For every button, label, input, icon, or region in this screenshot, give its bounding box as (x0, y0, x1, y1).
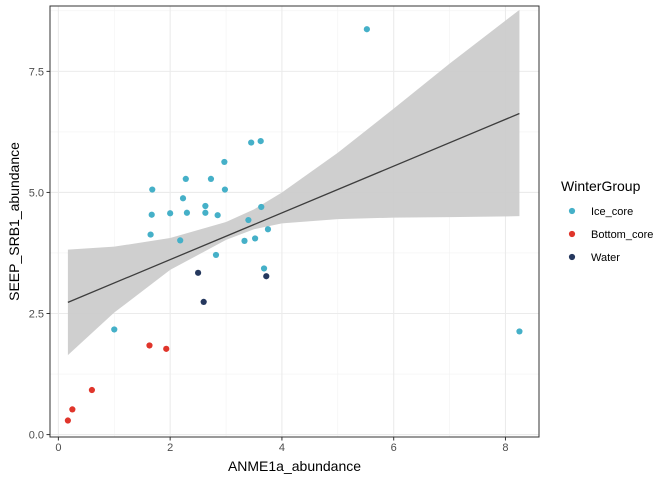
point-ice-core (363, 26, 370, 33)
point-ice-core (147, 231, 154, 238)
point-bottom-core (146, 342, 153, 349)
y-tick-label: 0.0 (29, 430, 44, 442)
x-tick-label: 2 (167, 442, 173, 454)
legend-key-ice-core (568, 207, 576, 215)
x-tick-label: 4 (279, 442, 285, 454)
x-tick-label: 6 (391, 442, 397, 454)
point-bottom-core (64, 417, 71, 424)
confidence-band (67, 9, 520, 356)
point-ice-core (221, 186, 229, 193)
point-ice-core (260, 265, 268, 272)
panel-border (49, 5, 540, 438)
point-bottom-core (88, 386, 96, 394)
point-ice-core (248, 139, 255, 146)
data-points (64, 26, 523, 424)
legend-title: WinterGroup (561, 178, 641, 194)
point-ice-core (221, 158, 228, 166)
legend-label-water: Water (591, 252, 620, 264)
point-water (263, 273, 270, 280)
point-ice-core (207, 175, 215, 182)
legend-key-bottom-core (568, 230, 576, 238)
point-ice-core (258, 203, 265, 211)
legend-label-ice-core: Ice_core (591, 206, 633, 218)
point-ice-core (252, 235, 259, 242)
y-axis-ticks: 0.0 2.5 5.0 7.5 (29, 66, 50, 442)
point-water (194, 269, 202, 276)
point-ice-core (179, 195, 187, 202)
point-water (200, 298, 207, 305)
point-ice-core (177, 237, 184, 244)
y-tick-label: 2.5 (29, 309, 44, 321)
point-bottom-core (163, 345, 170, 352)
point-ice-core (183, 209, 191, 216)
point-ice-core (148, 211, 155, 218)
point-ice-core (202, 209, 209, 216)
point-ice-core (182, 175, 189, 182)
legend-label-bottom-core: Bottom_core (591, 229, 653, 241)
point-ice-core (245, 216, 252, 224)
point-ice-core (167, 210, 174, 217)
x-axis-title: ANME1a_abundance (228, 458, 361, 474)
point-ice-core (257, 138, 264, 145)
x-tick-label: 8 (502, 442, 508, 454)
point-ice-core (264, 226, 272, 233)
legend-key-water (568, 253, 576, 261)
fit-line (67, 112, 520, 303)
point-ice-core (214, 212, 221, 219)
y-tick-label: 7.5 (29, 66, 44, 78)
point-ice-core (516, 328, 523, 335)
point-ice-core (149, 186, 156, 193)
x-axis-ticks: 0 2 4 6 8 (55, 437, 509, 454)
point-ice-core (111, 326, 118, 333)
legend: WinterGroup Ice_core Bottom_core Water (561, 178, 653, 264)
regression-line (67, 112, 520, 303)
point-ice-core (212, 251, 220, 259)
confidence-ribbon (67, 9, 520, 356)
point-ice-core (202, 202, 209, 210)
x-tick-label: 0 (55, 442, 61, 454)
y-axis-title: SEEP_SRB1_abundance (6, 142, 22, 301)
y-tick-label: 5.0 (29, 187, 44, 199)
point-bottom-core (69, 406, 76, 413)
point-ice-core (241, 237, 248, 244)
